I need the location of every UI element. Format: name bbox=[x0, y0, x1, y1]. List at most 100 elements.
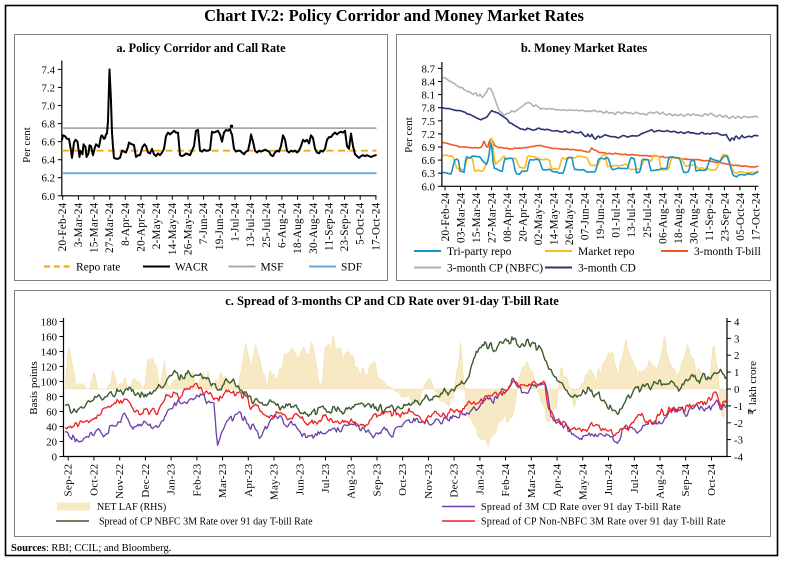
svg-text:Repo rate: Repo rate bbox=[76, 262, 120, 274]
svg-text:19-Jun-24: 19-Jun-24 bbox=[214, 202, 226, 250]
svg-text:6.6: 6.6 bbox=[422, 155, 436, 167]
svg-text:Per cent: Per cent bbox=[21, 127, 33, 163]
svg-text:3-Mar-24: 3-Mar-24 bbox=[73, 202, 85, 247]
svg-text:Mar-23: Mar-23 bbox=[217, 463, 229, 498]
svg-text:Nov-22: Nov-22 bbox=[114, 464, 126, 499]
svg-text:6.4: 6.4 bbox=[42, 155, 56, 167]
svg-text:Jul-23: Jul-23 bbox=[320, 463, 332, 492]
svg-text:6-Aug-24: 6-Aug-24 bbox=[276, 202, 288, 248]
svg-text:Oct-24: Oct-24 bbox=[706, 463, 718, 496]
svg-text:Feb-23: Feb-23 bbox=[191, 463, 203, 496]
svg-text:Aug-24: Aug-24 bbox=[655, 463, 667, 499]
svg-text:Spread of CP NBFC 3M Rate over: Spread of CP NBFC 3M Rate over 91 day T-… bbox=[99, 517, 313, 528]
svg-text:₹ lakh crore: ₹ lakh crore bbox=[747, 361, 759, 415]
svg-text:Sep-24: Sep-24 bbox=[680, 463, 692, 496]
svg-text:0: 0 bbox=[52, 452, 57, 464]
svg-text:100: 100 bbox=[41, 377, 57, 389]
svg-text:26-May-24: 26-May-24 bbox=[564, 192, 576, 245]
svg-text:7.2: 7.2 bbox=[422, 129, 436, 141]
svg-text:27-Mar-24: 27-Mar-24 bbox=[487, 192, 499, 243]
svg-text:25-Jul-24: 25-Jul-24 bbox=[261, 202, 273, 247]
svg-text:Oct-22: Oct-22 bbox=[88, 464, 100, 496]
svg-text:Dec-23: Dec-23 bbox=[449, 463, 461, 497]
svg-text:30-Aug-24: 30-Aug-24 bbox=[688, 192, 700, 243]
svg-text:6.8: 6.8 bbox=[42, 119, 56, 131]
svg-text:07-Jun-24: 07-Jun-24 bbox=[580, 192, 592, 240]
svg-text:23-Sep-24: 23-Sep-24 bbox=[339, 202, 351, 251]
svg-text:30-Aug-24: 30-Aug-24 bbox=[308, 202, 320, 253]
svg-text:Apr-24: Apr-24 bbox=[552, 463, 564, 497]
svg-text:Jan-24: Jan-24 bbox=[474, 463, 486, 494]
svg-text:6.3: 6.3 bbox=[422, 168, 436, 180]
svg-text:May-23: May-23 bbox=[269, 463, 281, 500]
svg-text:Sep-22: Sep-22 bbox=[63, 464, 75, 497]
svg-text:14-May-24: 14-May-24 bbox=[167, 202, 179, 255]
svg-text:Chart IV.2: Policy Corridor an: Chart IV.2: Policy Corridor and Money Ma… bbox=[204, 6, 584, 25]
svg-text:120: 120 bbox=[41, 362, 57, 374]
svg-text:7.5: 7.5 bbox=[422, 116, 436, 128]
svg-text:Jun-24: Jun-24 bbox=[603, 463, 615, 495]
svg-text:8.4: 8.4 bbox=[422, 77, 436, 89]
svg-text:11-Sep-24: 11-Sep-24 bbox=[323, 202, 335, 251]
svg-text:2: 2 bbox=[734, 350, 739, 362]
svg-text:-3: -3 bbox=[734, 435, 743, 447]
svg-text:02-May-24: 02-May-24 bbox=[533, 192, 545, 245]
svg-text:6.2: 6.2 bbox=[42, 173, 56, 185]
svg-text:Jul-24: Jul-24 bbox=[629, 463, 641, 492]
svg-text:3: 3 bbox=[734, 333, 739, 345]
svg-text:1-Jul-24: 1-Jul-24 bbox=[230, 202, 242, 241]
svg-text:7.8: 7.8 bbox=[422, 103, 436, 115]
svg-text:26-May-24: 26-May-24 bbox=[183, 202, 195, 255]
svg-text:05-Oct-24: 05-Oct-24 bbox=[735, 192, 747, 240]
svg-text:13-Jul-24: 13-Jul-24 bbox=[245, 202, 257, 247]
svg-text:17-Oct-24: 17-Oct-24 bbox=[750, 192, 762, 240]
svg-text:7.4: 7.4 bbox=[42, 64, 56, 76]
svg-text:180: 180 bbox=[41, 317, 57, 329]
svg-text:15-Mar-24: 15-Mar-24 bbox=[89, 202, 101, 253]
svg-text:6.6: 6.6 bbox=[42, 137, 56, 149]
svg-text:20-Feb-24: 20-Feb-24 bbox=[440, 192, 452, 241]
svg-text:Basis points: Basis points bbox=[28, 361, 40, 414]
svg-text:7.2: 7.2 bbox=[42, 82, 56, 94]
svg-text:Sep-23: Sep-23 bbox=[372, 463, 384, 496]
svg-text:Apr-23: Apr-23 bbox=[243, 463, 255, 497]
svg-text:18-Aug-24: 18-Aug-24 bbox=[292, 202, 304, 253]
svg-text:-4: -4 bbox=[734, 452, 744, 464]
svg-text:1: 1 bbox=[734, 367, 739, 379]
svg-text:Sources: RBI; CCIL; and Bloomb: Sources: RBI; CCIL; and Bloomberg. bbox=[11, 543, 171, 554]
svg-text:7.0: 7.0 bbox=[42, 101, 56, 113]
svg-text:27-Mar-24: 27-Mar-24 bbox=[104, 202, 116, 253]
svg-text:MSF: MSF bbox=[261, 262, 284, 274]
svg-text:20-Feb-24: 20-Feb-24 bbox=[57, 202, 69, 251]
svg-text:25-Jul-24: 25-Jul-24 bbox=[642, 192, 654, 237]
svg-text:40: 40 bbox=[46, 422, 57, 434]
svg-text:Jan-23: Jan-23 bbox=[166, 463, 178, 494]
svg-text:Mar-24: Mar-24 bbox=[526, 463, 538, 498]
svg-text:20-Apr-24: 20-Apr-24 bbox=[518, 192, 530, 241]
svg-text:Per cent: Per cent bbox=[403, 117, 415, 153]
svg-text:60: 60 bbox=[46, 407, 57, 419]
svg-text:WACR: WACR bbox=[175, 262, 209, 274]
svg-text:Spread of 3M CD Rate over 91 d: Spread of 3M CD Rate over 91 day T-bill … bbox=[481, 502, 681, 513]
svg-text:8.1: 8.1 bbox=[422, 90, 436, 102]
svg-text:-2: -2 bbox=[734, 418, 743, 430]
svg-text:13-Jul-24: 13-Jul-24 bbox=[626, 192, 638, 237]
svg-text:17-Oct-24: 17-Oct-24 bbox=[370, 202, 382, 250]
svg-text:SDF: SDF bbox=[341, 262, 362, 274]
svg-text:11-Sep-24: 11-Sep-24 bbox=[704, 192, 716, 241]
svg-text:14-May-24: 14-May-24 bbox=[549, 192, 561, 245]
svg-text:15-Mar-24: 15-Mar-24 bbox=[471, 192, 483, 243]
svg-text:23-Sep-24: 23-Sep-24 bbox=[719, 192, 731, 241]
svg-text:80: 80 bbox=[46, 392, 57, 404]
svg-text:5-Oct-24: 5-Oct-24 bbox=[355, 202, 367, 245]
svg-text:8.7: 8.7 bbox=[422, 63, 436, 75]
svg-text:a. Policy Corridor and Call Ra: a. Policy Corridor and Call Rate bbox=[116, 41, 286, 55]
svg-text:Spread of CP Non-NBFC 3M Rate: Spread of CP Non-NBFC 3M Rate over 91 da… bbox=[481, 517, 726, 528]
svg-text:18-Aug-24: 18-Aug-24 bbox=[673, 192, 685, 243]
svg-text:2-May-24: 2-May-24 bbox=[151, 202, 163, 249]
svg-text:Nov-23: Nov-23 bbox=[423, 463, 435, 499]
svg-text:6.0: 6.0 bbox=[422, 181, 436, 193]
svg-text:20-Apr-24: 20-Apr-24 bbox=[136, 202, 148, 251]
svg-text:Dec-22: Dec-22 bbox=[140, 464, 152, 498]
svg-text:160: 160 bbox=[41, 332, 57, 344]
